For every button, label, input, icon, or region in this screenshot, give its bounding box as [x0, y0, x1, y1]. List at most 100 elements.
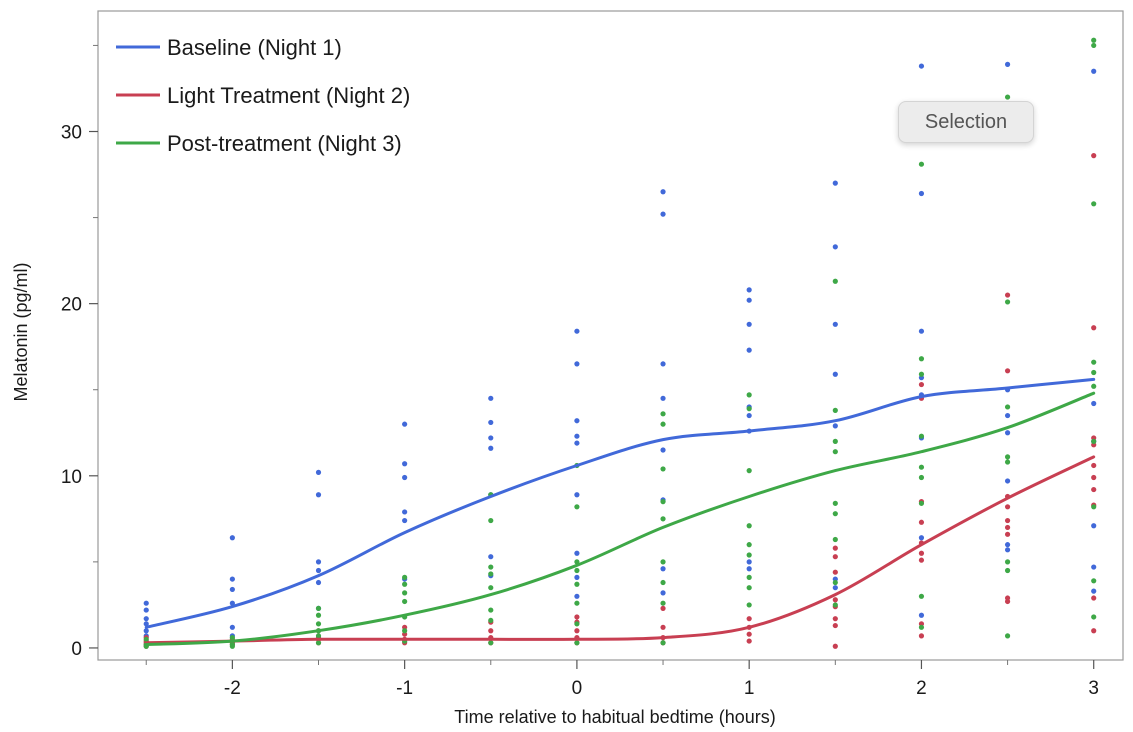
legend-label: Light Treatment (Night 2) — [167, 83, 410, 108]
light-treatment-night-2-point — [1091, 462, 1097, 469]
baseline-night-1-point — [660, 590, 666, 596]
light-treatment-night-2-point — [1091, 628, 1097, 634]
baseline-night-1-point — [1091, 564, 1097, 570]
baseline-night-1-point — [229, 586, 235, 593]
baseline-night-1-point — [746, 559, 752, 565]
light-treatment-night-2-point — [574, 614, 580, 620]
baseline-night-1-point — [832, 585, 838, 591]
axis-ticks: 0 10 20 30 -2 -1 0 1 2 3 — [61, 44, 1099, 699]
post-treatment-night-3-point — [1091, 614, 1097, 620]
baseline-night-1-point — [746, 347, 752, 353]
post-treatment-night-3-point — [1004, 94, 1011, 100]
post-treatment-night-3-point — [1004, 567, 1011, 574]
baseline-night-1-point — [660, 447, 666, 453]
post-treatment-night-3-point — [1004, 633, 1011, 639]
baseline-night-1-point — [143, 621, 149, 627]
baseline-night-1-point — [229, 576, 235, 582]
x-tick-label: 1 — [744, 678, 755, 699]
light-treatment-night-2-point — [832, 597, 838, 603]
post-treatment-night-3-point — [315, 633, 322, 639]
post-treatment-night-3-point — [402, 581, 408, 587]
baseline-night-1-point — [315, 559, 322, 565]
post-treatment-night-3-point — [229, 643, 235, 649]
post-treatment-night-3-point — [746, 542, 752, 548]
post-treatment-night-3-point — [832, 449, 838, 455]
post-treatment-night-3-point — [1004, 459, 1011, 465]
post-treatment-night-3-point — [918, 371, 925, 377]
baseline-night-1-point — [488, 419, 494, 426]
baseline-night-1-point — [315, 469, 322, 475]
baseline-night-1-point — [832, 423, 838, 429]
post-treatment-night-3-point — [832, 278, 838, 284]
x-axis-title: Time relative to habitual bedtime (hours… — [454, 707, 775, 727]
post-treatment-night-3-line — [144, 391, 1096, 646]
baseline-night-1-point — [1091, 588, 1097, 594]
post-treatment-night-3-point — [1091, 201, 1097, 207]
baseline-night-1-point — [229, 624, 235, 630]
light-treatment-night-2-point — [832, 616, 838, 622]
baseline-night-1-point — [1091, 68, 1097, 74]
post-treatment-night-3-point — [918, 356, 925, 362]
baseline-night-1-point — [660, 361, 666, 367]
baseline-night-1-point — [660, 189, 666, 195]
post-treatment-night-3-point — [832, 407, 838, 413]
post-treatment-night-3-point — [1091, 578, 1097, 584]
baseline-night-1-point — [488, 554, 494, 560]
post-treatment-night-3-point — [746, 552, 752, 558]
post-treatment-night-3-point — [488, 564, 494, 570]
post-treatment-night-3-point — [660, 499, 666, 505]
post-treatment-night-3-point — [488, 640, 494, 646]
post-treatment-night-3-point — [918, 464, 925, 470]
post-treatment-night-3-point — [402, 628, 408, 634]
post-treatment-night-3-point — [143, 636, 149, 642]
legend-label: Post-treatment (Night 3) — [167, 131, 402, 156]
light-treatment-night-2-point — [918, 519, 925, 525]
baseline-night-1-point — [660, 211, 666, 217]
baseline-night-1-point — [402, 474, 408, 481]
post-treatment-night-3-point — [660, 466, 666, 472]
baseline-night-1-point — [1004, 547, 1011, 553]
baseline-night-1-point — [488, 445, 494, 451]
baseline-night-1-point — [143, 607, 149, 613]
light-treatment-night-2-point — [660, 624, 666, 630]
baseline-night-1-point — [918, 612, 925, 618]
post-treatment-night-3-point — [746, 585, 752, 591]
baseline-night-1-point — [832, 371, 838, 377]
y-tick-label: 10 — [61, 467, 82, 488]
x-tick-label: -2 — [224, 678, 241, 699]
baseline-night-1-point — [1004, 478, 1011, 484]
light-treatment-night-2-point — [1004, 504, 1011, 510]
baseline-night-1-point — [918, 328, 925, 334]
post-treatment-night-3-point — [488, 571, 494, 577]
light-treatment-night-2-point — [918, 557, 925, 563]
baseline-night-1-point — [1004, 542, 1011, 548]
light-treatment-night-2-point — [574, 628, 580, 634]
light-treatment-night-2-point — [1004, 368, 1011, 374]
baseline-night-1-point — [574, 574, 580, 580]
baseline-night-1-point — [832, 244, 838, 250]
legend: Baseline (Night 1) Light Treatment (Night… — [116, 35, 410, 156]
light-treatment-night-2-point — [918, 633, 925, 639]
baseline-night-1-point — [832, 180, 838, 186]
light-treatment-night-2-point — [832, 643, 838, 649]
baseline-night-1-point — [918, 190, 925, 197]
post-treatment-night-3-point — [1091, 359, 1097, 365]
post-treatment-night-3-point — [1091, 369, 1097, 376]
baseline-night-1-point — [315, 492, 322, 498]
post-treatment-night-3-point — [315, 640, 322, 646]
x-tick-label: 3 — [1088, 678, 1099, 699]
post-treatment-night-3-point — [488, 585, 494, 591]
baseline-night-1-point — [143, 600, 149, 606]
baseline-night-1-point — [1004, 61, 1011, 67]
light-treatment-night-2-point — [1091, 595, 1097, 601]
light-treatment-night-2-point — [1004, 524, 1011, 531]
post-treatment-night-3-point — [402, 590, 408, 596]
x-tick-label: 0 — [572, 678, 583, 699]
light-treatment-night-2-point — [1004, 292, 1011, 298]
post-treatment-night-3-point — [1004, 404, 1011, 410]
post-treatment-night-3-point — [1091, 383, 1097, 389]
light-treatment-night-2-point — [832, 569, 838, 575]
light-treatment-night-2-line — [144, 455, 1096, 645]
legend-label: Baseline (Night 1) — [167, 35, 342, 60]
baseline-night-1-point — [402, 461, 408, 467]
